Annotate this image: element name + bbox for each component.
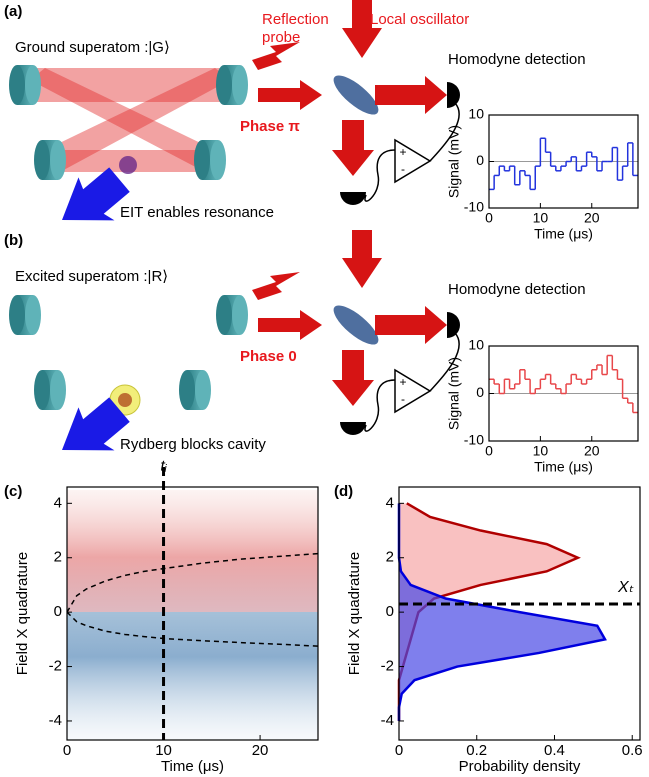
marker-label: tᵢ (160, 458, 167, 475)
x-axis-label: Probability density (459, 758, 581, 775)
y-tick-label: 0 (386, 603, 394, 620)
threshold-label: Xₜ (617, 579, 634, 596)
amp-sign: + (399, 375, 406, 389)
x-axis-label: Time (μs) (534, 459, 593, 475)
y-tick-label: 10 (468, 106, 484, 122)
x-tick-label: 10 (533, 210, 549, 226)
y-tick-label: -4 (381, 712, 394, 729)
amp-sign: - (401, 392, 405, 406)
heatmap-blue (67, 612, 318, 740)
y-tick-label: 0 (54, 603, 62, 620)
figure: (a) Ground superatom :|G⟩ Reflection pro… (0, 0, 649, 777)
diagram-text: Ground superatom :|G⟩ (15, 39, 170, 56)
y-tick-label: 2 (54, 549, 62, 566)
diagram-text: Homodyne detection (448, 281, 586, 298)
diagram-text: Rydberg blocks cavity (120, 436, 266, 453)
panel-label: (c) (4, 483, 22, 500)
panel-label: (a) (4, 3, 22, 20)
panel-label: (d) (334, 483, 353, 500)
y-tick-label: -4 (49, 712, 62, 729)
y-tick-label: 0 (476, 384, 484, 400)
amp-sign: + (399, 145, 406, 159)
page: (a) Ground superatom :|G⟩ Reflection pro… (0, 0, 649, 777)
diagram-text: Phase π (240, 118, 300, 135)
x-tick-label: 20 (584, 443, 600, 459)
y-tick-label: -10 (464, 432, 484, 448)
x-tick-label: 0.6 (622, 742, 643, 759)
y-tick-label: -2 (49, 658, 62, 675)
y-tick-label: -2 (381, 658, 394, 675)
y-tick-label: 2 (386, 549, 394, 566)
x-tick-label: 0 (395, 742, 403, 759)
diagram-text: Excited superatom :|R⟩ (15, 268, 168, 285)
x-axis-label: Time (μs) (161, 758, 224, 775)
y-tick-label: 10 (468, 337, 484, 353)
x-tick-label: 0.2 (466, 742, 487, 759)
y-axis-label: Field X quadrature (346, 552, 363, 675)
diagram-text: Homodyne detection (448, 51, 586, 68)
x-axis-label: Time (μs) (534, 226, 593, 242)
heatmap-red (67, 490, 318, 612)
diagram-text: probe (262, 29, 300, 46)
x-tick-label: 0.4 (544, 742, 565, 759)
amp-sign: - (401, 162, 405, 176)
x-tick-label: 10 (533, 443, 549, 459)
y-tick-label: 4 (386, 494, 394, 511)
diagram-text: Local oscillator (370, 11, 469, 28)
x-tick-label: 0 (485, 210, 493, 226)
panel-label: (b) (4, 232, 23, 249)
y-axis-label: Signal (mV) (446, 357, 462, 430)
diagram-text: Phase 0 (240, 348, 297, 365)
y-tick-label: 0 (476, 152, 484, 168)
y-tick-label: -10 (464, 199, 484, 215)
diagram-text: Reflection (262, 11, 329, 28)
y-tick-label: 4 (54, 494, 62, 511)
x-tick-label: 0 (485, 443, 493, 459)
y-axis-label: Signal (mV) (446, 125, 462, 198)
x-tick-label: 20 (252, 742, 269, 759)
x-tick-label: 0 (63, 742, 71, 759)
y-axis-label: Field X quadrature (14, 552, 31, 675)
diagram-text: EIT enables resonance (120, 204, 274, 221)
x-tick-label: 10 (155, 742, 172, 759)
x-tick-label: 20 (584, 210, 600, 226)
